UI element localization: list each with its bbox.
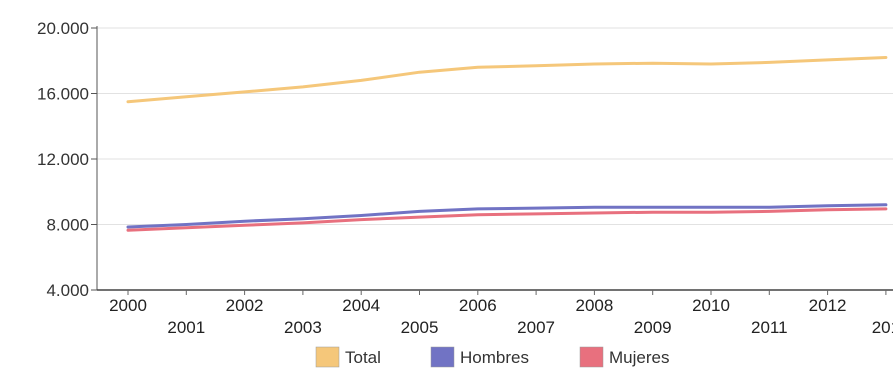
x-tick-label: 2005 [401, 318, 439, 337]
x-tick-label: 2001 [167, 318, 205, 337]
y-tick-label: 8.000 [46, 216, 89, 235]
x-tick-label: 2008 [575, 296, 613, 315]
x-tick-label: 2007 [517, 318, 555, 337]
legend-label: Hombres [460, 348, 529, 367]
x-tick-label: 2002 [226, 296, 264, 315]
x-tick-label: 2010 [692, 296, 730, 315]
legend-swatch [579, 346, 604, 368]
x-tick-label: 201 [872, 318, 893, 337]
legend-swatch [430, 346, 455, 368]
x-tick-label: 2009 [634, 318, 672, 337]
x-tick-label: 2011 [751, 318, 788, 337]
legend-label: Total [345, 348, 381, 367]
y-tick-label: 4.000 [46, 281, 89, 300]
x-tick-label: 2003 [284, 318, 322, 337]
series-line-hombres [126, 203, 888, 229]
series-line-mujeres [126, 207, 888, 232]
x-tick-label: 2000 [109, 296, 147, 315]
series-line-total [126, 56, 888, 104]
y-tick-label: 12.000 [37, 150, 89, 169]
x-tick-label: 2006 [459, 296, 497, 315]
x-tick-label: 2012 [809, 296, 847, 315]
legend-swatch [315, 346, 340, 368]
y-tick-label: 20.000 [37, 19, 89, 38]
y-tick-label: 16.000 [37, 85, 89, 104]
legend-label: Mujeres [609, 348, 669, 367]
x-tick-label: 2004 [342, 296, 380, 315]
